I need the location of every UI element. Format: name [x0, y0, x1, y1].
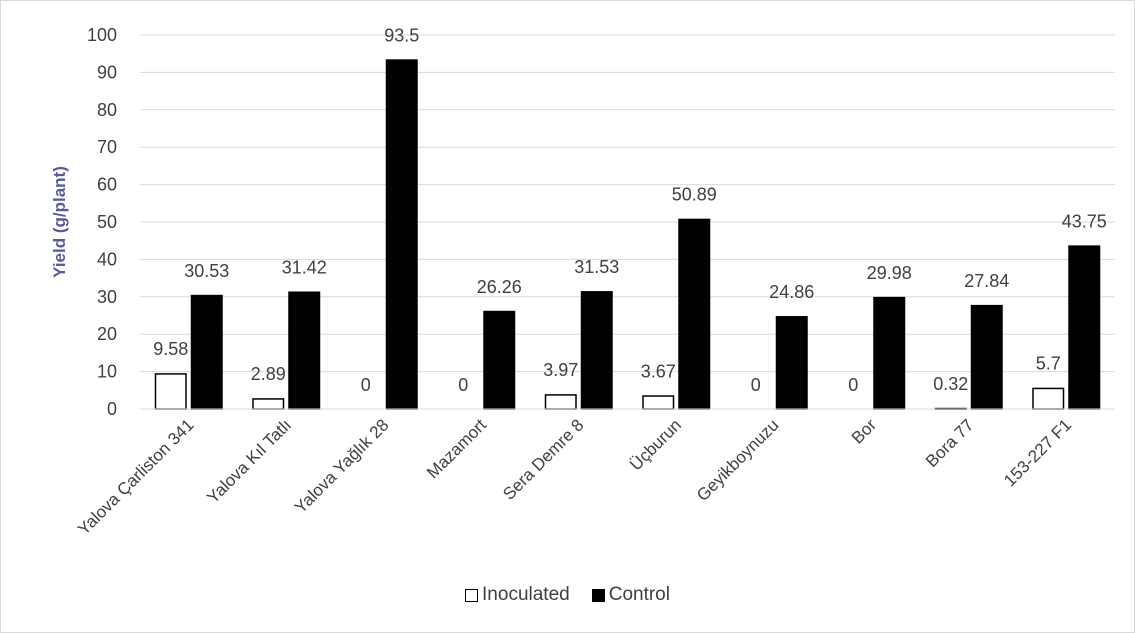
- x-tick-label: Sera Demre 8: [499, 415, 587, 503]
- x-axis-labels: Yalova Çarliston 341 Yalova Kıl TatlıYalo…: [74, 415, 1075, 539]
- y-tick-label: 10: [97, 362, 117, 382]
- y-tick-label: 0: [107, 399, 117, 419]
- bar-control: [385, 59, 418, 410]
- y-tick-label: 70: [97, 137, 117, 157]
- bar-control: [873, 296, 906, 410]
- data-label-inoculated: 0.32: [933, 374, 968, 394]
- bar-control: [678, 218, 711, 410]
- x-tick-label: Bor: [848, 415, 880, 447]
- bar-control: [483, 310, 516, 410]
- bars: [154, 59, 1101, 410]
- y-tick-label: 90: [97, 62, 117, 82]
- data-label-control: 50.89: [672, 185, 717, 205]
- data-label-control: 24.86: [769, 282, 814, 302]
- bar-inoculated: [544, 394, 577, 410]
- data-label-inoculated: 0: [751, 375, 761, 395]
- x-tick-label: Bora 77: [922, 415, 978, 471]
- bar-inoculated: [252, 398, 285, 410]
- bar-control: [775, 316, 808, 410]
- x-tick-label: Geyikboynuzu: [693, 415, 783, 505]
- data-label-inoculated: 0: [458, 375, 468, 395]
- data-label-control: 30.53: [184, 261, 229, 281]
- legend-label-control: Control: [608, 584, 670, 605]
- gridlines: [140, 34, 1115, 373]
- x-tick-label: Yalova Yağlık 28: [291, 415, 393, 517]
- bar-inoculated: [154, 373, 187, 410]
- x-tick-label: Üçburun: [626, 415, 685, 474]
- x-tick-label: Yalova Kıl Tatlı: [203, 415, 295, 507]
- bar-control: [288, 291, 321, 410]
- y-tick-label: 80: [97, 100, 117, 120]
- y-axis-ticks: 0 10 20 30 40 50 60 70 80 90 100: [87, 25, 117, 419]
- x-tick-label: Yalova Çarliston 341: [74, 415, 197, 538]
- x-tick-label: 153-227 F1: [1000, 415, 1075, 490]
- legend-item-control: Control: [591, 584, 670, 606]
- bar-control: [1068, 245, 1101, 410]
- bar-control: [970, 304, 1003, 410]
- y-tick-label: 100: [87, 25, 117, 45]
- legend-label-inoculated: Inoculated: [482, 584, 570, 605]
- bar-control: [190, 294, 223, 410]
- data-label-control: 31.53: [574, 257, 619, 277]
- legend-swatch-control: [591, 588, 605, 602]
- data-label-control: 27.84: [964, 271, 1009, 291]
- y-tick-label: 50: [97, 212, 117, 232]
- data-label-inoculated: 0: [848, 375, 858, 395]
- data-label-control: 93.5: [384, 25, 419, 45]
- data-label-inoculated: 0: [361, 375, 371, 395]
- y-tick-label: 60: [97, 175, 117, 195]
- bar-inoculated: [1032, 387, 1065, 410]
- legend: Inoculated Control: [0, 584, 1135, 606]
- bar-control: [580, 291, 613, 410]
- data-label-inoculated: 2.89: [251, 364, 286, 384]
- y-tick-label: 40: [97, 249, 117, 269]
- data-label-inoculated: 3.67: [641, 361, 676, 381]
- data-label-control: 31.42: [282, 257, 327, 277]
- legend-item-inoculated: Inoculated: [465, 584, 570, 606]
- x-tick-label: Mazamort: [423, 415, 490, 482]
- data-label-control: 26.26: [477, 277, 522, 297]
- bar-inoculated: [642, 395, 675, 410]
- data-labels: 9.58 30.53 2.89 31.42 0 93.5 0 26.26 3.97 31.53 3.…: [153, 25, 1107, 395]
- data-label-inoculated: 9.58: [153, 339, 188, 359]
- data-label-inoculated: 5.7: [1036, 354, 1061, 374]
- y-tick-label: 20: [97, 324, 117, 344]
- data-label-control: 43.75: [1062, 211, 1107, 231]
- y-tick-label: 30: [97, 287, 117, 307]
- legend-swatch-inoculated: [465, 588, 479, 602]
- y-axis-title: Yield (g/plant): [50, 166, 69, 278]
- data-label-control: 29.98: [867, 263, 912, 283]
- data-label-inoculated: 3.97: [543, 360, 578, 380]
